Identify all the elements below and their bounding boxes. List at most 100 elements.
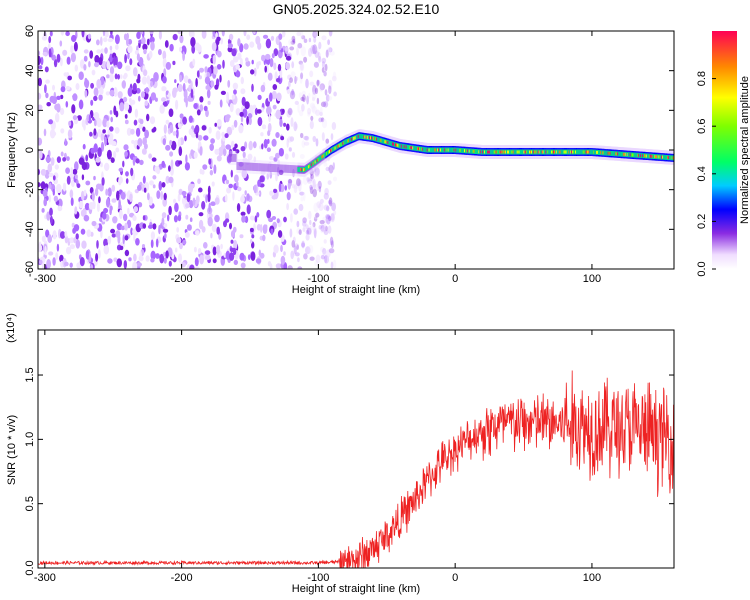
noise-cell <box>124 151 128 157</box>
noise-cell <box>294 75 297 85</box>
noise-cell <box>150 81 154 88</box>
noise-cell <box>325 225 328 232</box>
noise-cell <box>105 188 108 196</box>
noise-cell <box>320 117 325 123</box>
noise-cell <box>188 31 193 37</box>
noise-cell <box>240 262 246 269</box>
noise-cell <box>115 147 120 153</box>
noise-cell <box>302 94 306 103</box>
colorbar-tick-label: 0.4 <box>696 166 708 181</box>
noise-cell <box>323 239 327 244</box>
noise-cell <box>97 147 102 158</box>
noise-cell <box>172 88 177 98</box>
noise-cell <box>275 172 278 182</box>
ridge-halo <box>273 161 276 176</box>
noise-cell <box>117 61 123 70</box>
x-tick-label: 100 <box>583 273 601 285</box>
noise-cell <box>33 170 37 176</box>
noise-cell <box>142 43 148 51</box>
noise-cell <box>117 74 120 80</box>
noise-cell <box>277 230 283 238</box>
noise-cell <box>190 88 194 99</box>
noise-cell <box>275 78 281 83</box>
noise-cell <box>76 115 82 121</box>
noise-cell <box>150 41 155 51</box>
noise-cell <box>194 266 200 269</box>
noise-cell <box>306 227 312 235</box>
colorbar-tick-label: 0.0 <box>696 261 708 276</box>
noise-cell <box>299 191 305 196</box>
noise-cell <box>175 128 179 139</box>
noise-cell <box>251 234 255 239</box>
noise-cell <box>303 253 308 260</box>
noise-cell <box>159 104 165 114</box>
noise-cell <box>250 69 255 75</box>
colorbar: 0.0 0.2 0.4 0.6 0.8 Normalized spectral ampl… <box>696 31 750 277</box>
noise-cell <box>313 31 319 37</box>
noise-cell <box>54 164 59 170</box>
noise-cell <box>325 214 331 220</box>
noise-cell <box>260 224 263 233</box>
noise-cell <box>318 55 322 63</box>
noise-cell <box>65 101 69 108</box>
noise-cell <box>52 230 57 240</box>
noise-cell <box>272 84 278 90</box>
noise-cell <box>31 140 34 147</box>
noise-cell <box>141 244 146 248</box>
noise-cell <box>296 183 300 188</box>
noise-cell <box>280 244 283 253</box>
noise-cell <box>34 82 37 87</box>
ridge-band <box>279 164 282 173</box>
noise-cell <box>260 132 264 137</box>
noise-cell <box>94 187 99 197</box>
ridge-halo <box>248 159 251 174</box>
noise-cell <box>197 134 203 141</box>
noise-cell <box>45 92 49 99</box>
noise-cell <box>289 136 295 142</box>
noise-cell <box>328 164 334 174</box>
noise-cell <box>309 184 313 190</box>
x-tick-label: 0 <box>452 572 458 584</box>
noise-cell <box>306 177 311 182</box>
noise-cell <box>106 120 110 128</box>
ridge-band <box>285 164 287 173</box>
noise-cell <box>50 157 55 166</box>
noise-cell <box>56 156 62 164</box>
noise-cell <box>38 244 43 253</box>
noise-cell <box>46 211 51 221</box>
noise-cell <box>269 92 273 102</box>
noise-cell <box>118 199 121 208</box>
noise-cell <box>310 115 314 121</box>
noise-cell <box>249 215 255 221</box>
snr-series-line <box>38 370 674 568</box>
noise-cell <box>287 108 293 114</box>
noise-cell <box>279 70 283 79</box>
noise-cell <box>233 119 238 128</box>
ridge-halo <box>238 159 241 173</box>
noise-cell <box>146 113 150 122</box>
noise-cell <box>193 151 198 159</box>
noise-cell <box>269 263 273 269</box>
noise-cell <box>194 257 199 267</box>
noise-cell <box>30 137 34 146</box>
noise-cell <box>163 223 168 228</box>
ridge-band <box>240 162 242 171</box>
noise-cell <box>100 141 105 152</box>
ridge-band <box>257 163 260 172</box>
noise-cell <box>212 246 217 256</box>
noise-cell <box>320 254 325 260</box>
noise-cell <box>243 31 247 37</box>
noise-cell <box>155 253 160 259</box>
noise-cell <box>112 216 118 224</box>
noise-cell <box>245 60 251 67</box>
noise-cell <box>178 123 182 129</box>
noise-cell <box>138 95 141 102</box>
noise-cell <box>197 178 201 185</box>
noise-cell <box>132 156 136 166</box>
noise-cell <box>123 260 128 269</box>
noise-cell <box>228 183 233 189</box>
noise-cell <box>167 214 170 222</box>
noise-cell <box>188 115 193 123</box>
noise-cell <box>313 61 319 68</box>
noise-cell <box>136 53 140 61</box>
